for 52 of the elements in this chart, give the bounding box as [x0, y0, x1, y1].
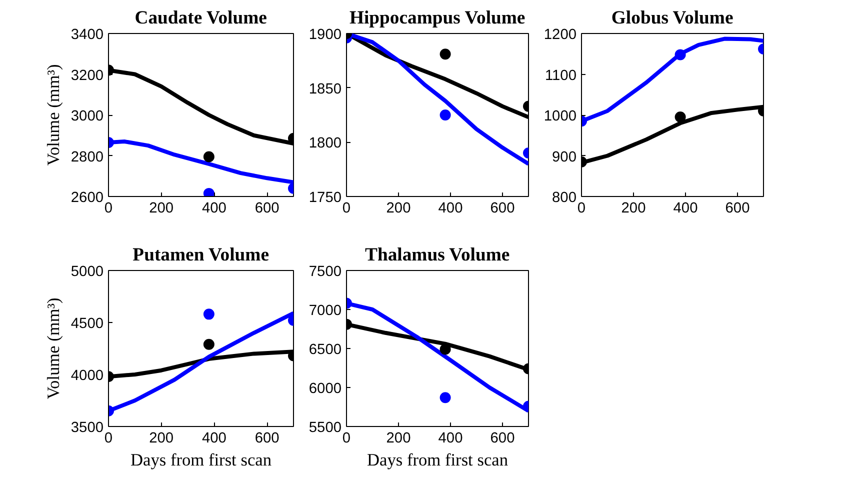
x-tick-label: 200: [149, 430, 174, 446]
x-tick-label: 0: [104, 430, 113, 446]
y-tick-label: 3400: [70, 27, 104, 43]
x-tick-label: 0: [342, 200, 351, 216]
y-tick-label: 1750: [308, 190, 342, 206]
y-tick-label: 7500: [308, 264, 342, 280]
y-tick-label: 1850: [308, 81, 342, 98]
y-tick-label: 1900: [308, 27, 342, 43]
y-axis-title: Volume (mm³): [44, 297, 63, 400]
x-axis-title: Days from first scan: [130, 450, 272, 470]
x-tick-label: 0: [577, 200, 586, 216]
y-tick-label: 7000: [308, 303, 342, 319]
x-tick-label: 400: [202, 200, 226, 216]
x-tick-label: 200: [149, 200, 174, 216]
x-tick-label: 600: [490, 430, 515, 446]
x-tick-label: 0: [342, 430, 351, 446]
y-tick-label: 1100: [544, 68, 577, 84]
x-tick-label: 400: [438, 430, 463, 446]
x-tick-label: 400: [202, 430, 226, 446]
y-tick-label: 3200: [70, 68, 104, 84]
chart-title: Caudate Volume: [134, 8, 267, 28]
x-tick-label: 0: [104, 200, 113, 216]
y-axis-title: Volume (mm³): [44, 64, 63, 166]
x-tick-label: 600: [490, 200, 515, 216]
y-tick-label: 1200: [544, 27, 577, 43]
x-tick-label: 400: [438, 200, 463, 216]
y-tick-label: 4000: [70, 368, 104, 384]
x-tick-label: 600: [254, 200, 280, 216]
y-tick-label: 900: [552, 149, 577, 166]
y-tick-label: 6000: [308, 381, 342, 397]
chart-title: Globus Volume: [611, 8, 734, 28]
x-tick-label: 600: [254, 430, 280, 446]
x-tick-label: 400: [673, 200, 698, 216]
y-tick-label: 5500: [308, 420, 342, 436]
chart-title: Hippocampus Volume: [349, 8, 526, 28]
y-tick-label: 5000: [70, 264, 104, 280]
chart-title: Putamen Volume: [132, 244, 269, 266]
y-tick-label: 2800: [70, 149, 104, 166]
y-tick-label: 3000: [70, 108, 104, 124]
x-tick-label: 200: [386, 200, 411, 216]
x-axis-title: Days from first scan: [367, 450, 508, 470]
y-tick-label: 3500: [70, 420, 104, 436]
y-tick-label: 800: [552, 190, 577, 206]
y-tick-label: 4500: [70, 316, 104, 332]
y-tick-label: 1000: [544, 108, 577, 124]
y-tick-label: 6500: [308, 342, 342, 358]
x-tick-label: 200: [621, 200, 646, 216]
x-tick-label: 600: [725, 200, 750, 216]
y-tick-label: 2600: [70, 190, 104, 206]
y-tick-label: 1800: [308, 136, 342, 152]
chart-title: Thalamus Volume: [365, 244, 510, 266]
x-tick-label: 200: [386, 430, 411, 446]
